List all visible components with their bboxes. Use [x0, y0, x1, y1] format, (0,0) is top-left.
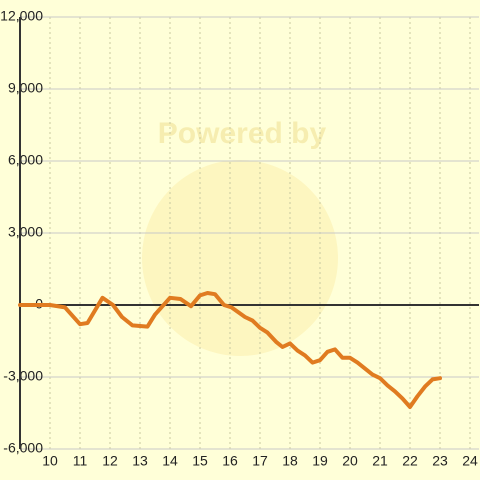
y-tick-label: 12,000	[0, 8, 43, 24]
y-tick-label: -3,000	[3, 368, 43, 384]
x-tick-label: 13	[132, 453, 148, 469]
y-tick-label: 6,000	[8, 152, 43, 168]
y-tick-label: 3,000	[8, 224, 43, 240]
watermark-logo	[142, 160, 338, 356]
x-tick-label: 16	[222, 453, 238, 469]
x-tick-label: 10	[42, 453, 58, 469]
x-tick-label: 18	[282, 453, 298, 469]
x-tick-label: 14	[162, 453, 178, 469]
x-tick-label: 17	[252, 453, 268, 469]
y-tick-label: -6,000	[3, 440, 43, 456]
x-tick-label: 15	[192, 453, 208, 469]
x-tick-label: 22	[402, 453, 418, 469]
data-line	[18, 291, 442, 409]
watermark: Powered by	[158, 117, 327, 150]
x-tick-label: 20	[342, 453, 358, 469]
x-tick-label: 23	[432, 453, 448, 469]
x-tick-label: 24	[462, 453, 478, 469]
x-tick-label: 19	[312, 453, 328, 469]
x-tick-label: 12	[102, 453, 118, 469]
y-tick-label: 9,000	[8, 80, 43, 96]
x-tick-label: 11	[73, 453, 88, 469]
x-tick-label: 21	[372, 453, 388, 469]
